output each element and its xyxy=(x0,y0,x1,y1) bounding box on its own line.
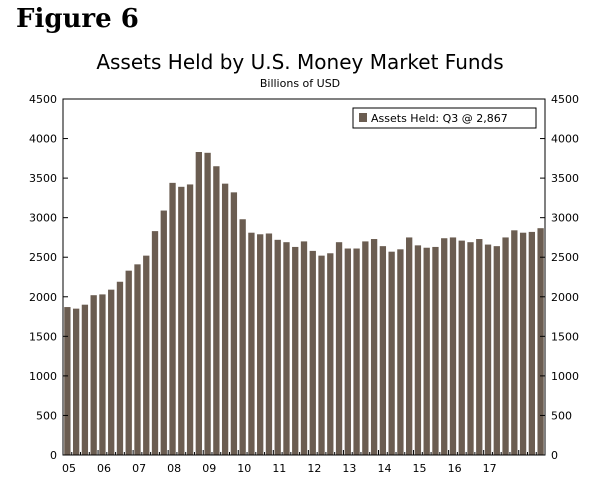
bar xyxy=(230,192,238,455)
y-tick-label-left: 500 xyxy=(36,409,57,422)
bar xyxy=(186,184,194,455)
legend: Assets Held: Q3 @ 2,867 xyxy=(352,107,537,129)
bar xyxy=(204,152,211,456)
bar xyxy=(309,250,316,455)
x-tick-label: 06 xyxy=(97,462,111,475)
bar xyxy=(143,255,150,455)
bar xyxy=(160,210,167,455)
y-tick-label-left: 0 xyxy=(50,449,57,462)
bar xyxy=(327,253,334,455)
bar xyxy=(257,234,264,455)
y-tick-label-right: 2000 xyxy=(551,291,579,304)
bar xyxy=(441,238,448,455)
y-tick-label-right: 3500 xyxy=(551,172,579,185)
bar xyxy=(484,244,492,455)
bar xyxy=(81,304,89,455)
bar xyxy=(213,166,220,456)
bar xyxy=(458,240,465,455)
bar xyxy=(169,182,176,456)
bar xyxy=(493,246,500,455)
x-tick-label: 16 xyxy=(448,462,462,475)
x-tick-label: 12 xyxy=(307,462,321,475)
bar xyxy=(467,242,474,455)
x-tick-label: 11 xyxy=(272,462,286,475)
x-tick-label: 13 xyxy=(342,462,356,475)
x-tick-label: 09 xyxy=(202,462,216,475)
bar xyxy=(151,231,159,455)
bar xyxy=(239,219,246,455)
bar xyxy=(335,242,343,455)
figure-label: Figure 6 xyxy=(16,4,139,34)
y-tick-label-left: 2500 xyxy=(29,251,57,264)
y-tick-label-right: 4000 xyxy=(551,133,579,146)
bar xyxy=(502,237,509,455)
x-tick-label: 14 xyxy=(377,462,391,475)
bar xyxy=(362,241,369,455)
bar xyxy=(221,183,229,455)
bar xyxy=(537,228,544,455)
bar xyxy=(511,230,518,455)
bar xyxy=(300,241,308,455)
bar xyxy=(432,246,439,455)
y-tick-label-right: 3000 xyxy=(551,212,579,225)
bar xyxy=(414,245,422,455)
bar xyxy=(379,246,387,455)
bar xyxy=(388,251,395,455)
legend-label: Assets Held: Q3 @ 2,867 xyxy=(371,112,508,125)
y-tick-label-left: 4500 xyxy=(29,93,57,106)
bar xyxy=(274,239,281,455)
x-tick-label: 15 xyxy=(413,462,427,475)
y-tick-label-right: 2500 xyxy=(551,251,579,264)
y-tick-label-left: 3000 xyxy=(29,212,57,225)
bar xyxy=(195,152,202,455)
chart-title: Assets Held by U.S. Money Market Funds xyxy=(96,50,504,74)
bar xyxy=(72,308,80,455)
plot-frame xyxy=(62,98,546,456)
y-tick-label-left: 3500 xyxy=(29,172,57,185)
bar xyxy=(178,186,185,455)
y-tick-label-right: 4500 xyxy=(551,93,579,106)
legend-box xyxy=(352,107,537,129)
bar xyxy=(528,231,536,455)
bar xyxy=(423,247,430,455)
y-tick-label-left: 1000 xyxy=(29,370,57,383)
bar xyxy=(519,232,527,455)
x-tick-label: 05 xyxy=(62,462,76,475)
bar xyxy=(248,232,255,455)
bar xyxy=(265,233,273,455)
bar xyxy=(125,270,132,455)
y-tick-label-right: 0 xyxy=(551,449,558,462)
bar xyxy=(476,239,483,455)
legend-swatch xyxy=(359,113,367,122)
bar xyxy=(64,307,71,455)
chart-subtitle: Billions of USD xyxy=(259,77,341,90)
bar xyxy=(134,264,141,455)
bar xyxy=(397,249,404,455)
y-tick-label-left: 2000 xyxy=(29,291,57,304)
x-tick-label: 08 xyxy=(167,462,181,475)
bar xyxy=(318,255,325,455)
y-tick-label-right: 1000 xyxy=(551,370,579,383)
bar xyxy=(406,237,413,455)
bar xyxy=(353,248,360,455)
bar xyxy=(99,294,106,455)
y-tick-label-left: 1500 xyxy=(29,330,57,343)
y-tick-label-right: 500 xyxy=(551,409,572,422)
x-tick-label: 10 xyxy=(237,462,251,475)
y-tick-label-left: 4000 xyxy=(29,133,57,146)
bar xyxy=(116,281,124,455)
x-tick-label: 07 xyxy=(132,462,146,475)
y-tick-label-right: 1500 xyxy=(551,330,579,343)
bar xyxy=(90,295,97,455)
bar xyxy=(449,237,457,455)
bar xyxy=(370,239,378,455)
bar xyxy=(108,289,115,455)
bar xyxy=(292,246,299,455)
bar xyxy=(344,248,351,455)
bar xyxy=(283,242,290,455)
x-tick-label: 17 xyxy=(483,462,497,475)
